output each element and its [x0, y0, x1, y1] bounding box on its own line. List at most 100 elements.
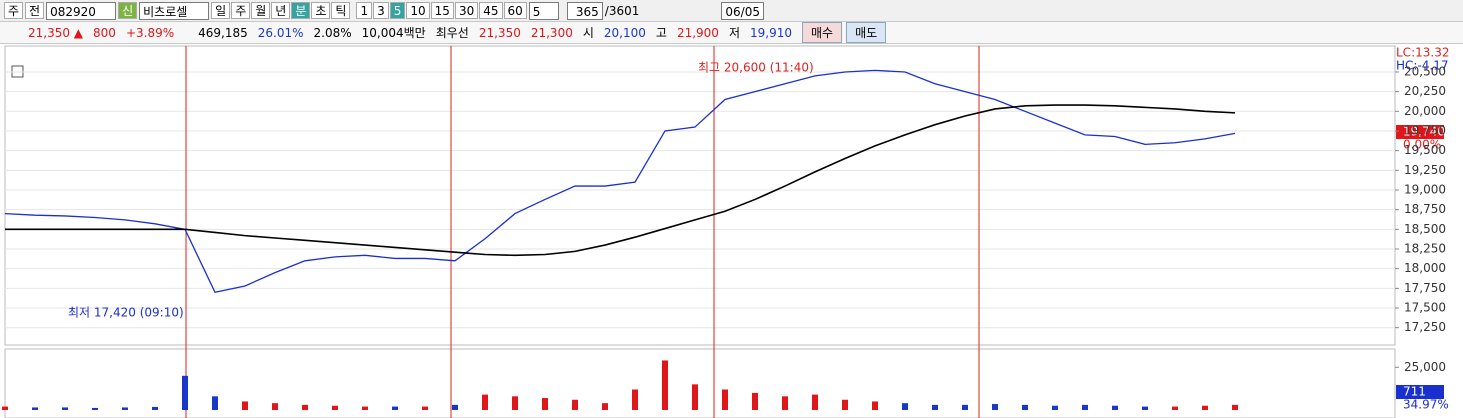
- y-tick-label: 19,250: [1404, 163, 1446, 177]
- volume-bar: [62, 407, 68, 410]
- toolbar-button[interactable]: 주: [231, 2, 251, 19]
- volume-bar: [1232, 404, 1238, 410]
- volume-bar: [932, 404, 938, 410]
- y-tick-label: 18,750: [1404, 202, 1446, 216]
- change: 800: [93, 25, 116, 40]
- volume-bar: [362, 406, 368, 410]
- toolbar-button[interactable]: 월: [251, 2, 271, 19]
- toolbar-button[interactable]: 초: [311, 2, 331, 19]
- open-label: 시: [582, 26, 594, 40]
- volume-bar: [782, 396, 788, 410]
- y-tick-label: 18,000: [1404, 261, 1446, 275]
- last-pct: 0.00%: [1403, 138, 1441, 152]
- price-line: [4, 69, 1236, 294]
- volume-bar: [572, 399, 578, 410]
- volume-bar: [812, 394, 818, 410]
- amount: 10,004백만: [361, 26, 426, 40]
- low-annotation: 최저 17,420 (09:10): [68, 306, 184, 320]
- count-input[interactable]: 365: [566, 1, 603, 20]
- toolbar-button[interactable]: 10: [406, 2, 430, 19]
- y-tick-label: 20,250: [1404, 84, 1446, 98]
- toolbar-button[interactable]: 틱: [331, 2, 351, 19]
- volume-bar: [1112, 405, 1118, 410]
- toolbar-button[interactable]: 일: [211, 2, 231, 19]
- interval-group: 1 3 5 10 15 30 45 60: [356, 2, 527, 19]
- volume-bar: [842, 399, 848, 410]
- y-tick-label: 19,000: [1404, 182, 1446, 196]
- volume-bar: [152, 406, 158, 410]
- toolbar-button[interactable]: 60: [503, 2, 527, 19]
- turnover: 26.01%: [257, 25, 304, 40]
- y-tick-label: 20,000: [1404, 104, 1446, 118]
- total-count: /3601: [604, 3, 640, 18]
- toolbar-button[interactable]: 45: [479, 2, 503, 19]
- y-tick-label: 20,500: [1404, 64, 1446, 78]
- market-select[interactable]: 주: [4, 2, 24, 19]
- volume-bar: [602, 403, 608, 410]
- y-tick-label: 19,500: [1404, 143, 1446, 157]
- volume-bar: [182, 375, 188, 410]
- toolbar-button[interactable]: 분: [291, 2, 311, 19]
- price: 21,350 ▲: [28, 25, 84, 40]
- last-volume: 711: [1403, 385, 1426, 399]
- volume-bar: [692, 384, 698, 410]
- buy-button[interactable]: 매수: [801, 22, 843, 43]
- sell-button[interactable]: 매도: [846, 22, 887, 43]
- volume-bar: [272, 403, 278, 410]
- volume-bar: [962, 404, 968, 410]
- volume-bar: [542, 398, 548, 410]
- ratio: 2.08%: [313, 25, 352, 40]
- quote-bar: 21,350 ▲ 800 +3.89% 469,185 26.01% 2.08%…: [0, 22, 1463, 44]
- toolbar-button[interactable]: 30: [454, 2, 479, 19]
- volume: 469,185: [198, 25, 248, 40]
- last-volume-pct: 34.97%: [1403, 398, 1449, 412]
- toolbar-button[interactable]: 1: [356, 2, 373, 19]
- toolbar-button[interactable]: 3: [373, 2, 389, 19]
- date-input[interactable]: 06/05: [721, 1, 764, 20]
- last-price: 19,740: [1403, 125, 1445, 139]
- volume-bar: [422, 406, 428, 410]
- y-tick-label: 17,750: [1404, 281, 1446, 295]
- interval-select[interactable]: 5: [528, 1, 559, 20]
- volume-bar: [1022, 404, 1028, 410]
- open: 20,100: [603, 25, 646, 40]
- volume-bar: [392, 406, 398, 410]
- toolbar-button[interactable]: 5: [389, 2, 406, 19]
- low-label: 저: [728, 26, 740, 40]
- volume-bar: [752, 392, 758, 410]
- last-price-box: [1396, 125, 1444, 139]
- volume-bar: [482, 394, 488, 410]
- volume-bar: [992, 404, 998, 410]
- code-input[interactable]: 082920: [46, 1, 117, 20]
- volume-bar: [32, 407, 38, 410]
- y-tick-label: 18,250: [1404, 242, 1446, 256]
- bid: 21,300: [530, 25, 573, 40]
- volume-bar: [512, 396, 518, 410]
- stock-name: 비츠로셀: [139, 1, 210, 20]
- ask: 21,350: [478, 25, 521, 40]
- prev-button[interactable]: 전: [25, 2, 45, 19]
- volume-bar: [872, 401, 878, 410]
- volume-bar: [722, 389, 728, 410]
- high-annotation: 최고 20,600 (11:40): [698, 61, 814, 75]
- best-label: 최우선: [435, 26, 469, 40]
- last-volume-box: [1396, 385, 1444, 399]
- volume-bar: [1082, 404, 1088, 410]
- y-tick-label: 18,500: [1404, 222, 1446, 236]
- hc-label: HC:-4.17: [1396, 59, 1449, 73]
- volume-bar: [662, 360, 668, 410]
- volume-bar: [1202, 405, 1208, 410]
- volume-bar: [92, 407, 98, 410]
- volume-bar: [332, 405, 338, 410]
- price-line: [5, 104, 1236, 257]
- high-label: 고: [655, 26, 667, 40]
- toolbar-button[interactable]: 15: [430, 2, 454, 19]
- price-pane: [4, 45, 1396, 346]
- volume-bar: [452, 404, 458, 410]
- volume-tick-label: 25,000: [1404, 360, 1446, 374]
- toolbar-button[interactable]: 년: [271, 2, 291, 19]
- volume-bar: [1142, 406, 1148, 410]
